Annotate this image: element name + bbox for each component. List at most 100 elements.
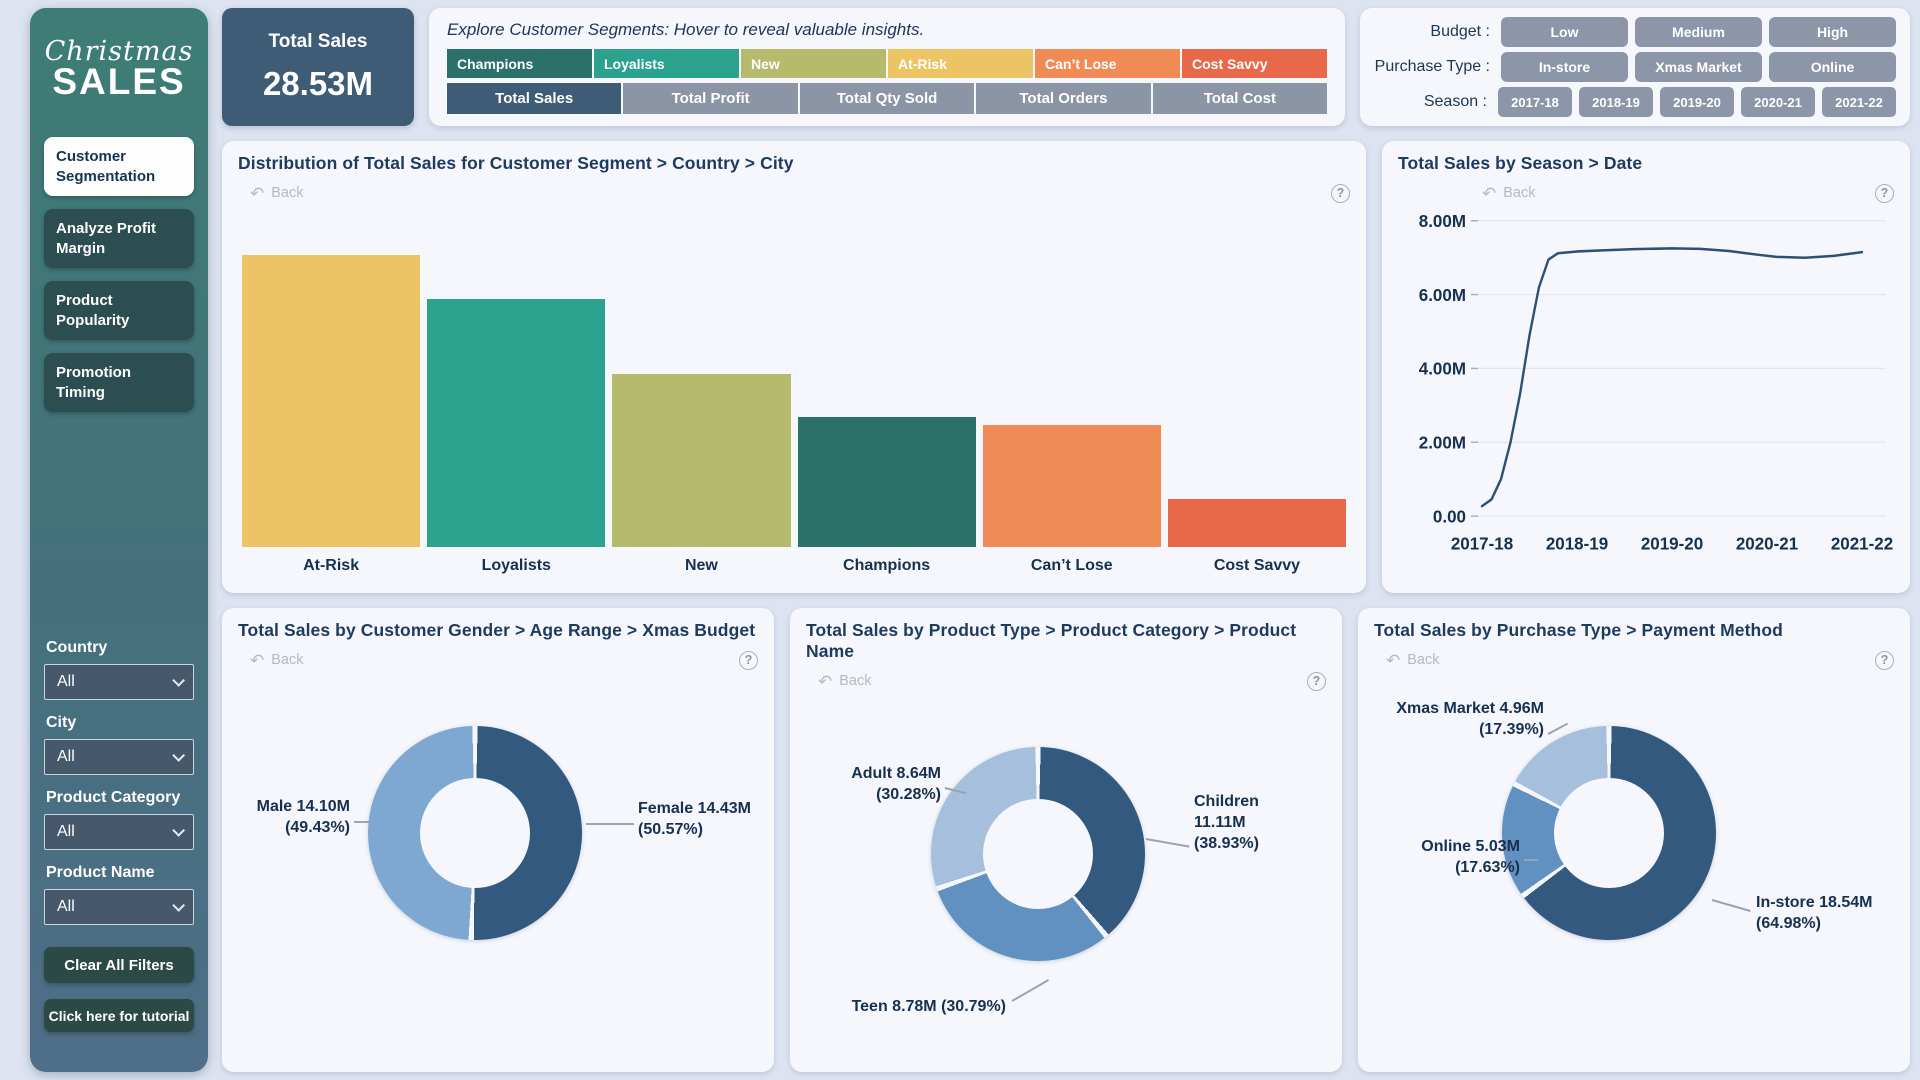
back-label: Back	[1407, 652, 1440, 668]
callout-leader-line	[1145, 838, 1190, 848]
metric-tab-total-sales[interactable]: Total Sales	[447, 83, 622, 114]
chevron-down-icon	[172, 748, 185, 762]
season-2017-18-button[interactable]: 2017-18	[1498, 87, 1572, 117]
metric-tab-total-profit[interactable]: Total Profit	[623, 83, 798, 114]
drill-up-back-button[interactable]: ↶ Back	[1482, 185, 1536, 202]
segment-chip-label: New	[751, 55, 780, 72]
budget-filter-row: Budget : Low Medium High	[1374, 17, 1896, 47]
budget-low-button[interactable]: Low	[1501, 17, 1628, 47]
callout-leader-line	[354, 821, 369, 823]
help-icon[interactable]: ?	[1875, 650, 1894, 670]
season-2020-21-button[interactable]: 2020-21	[1741, 87, 1815, 117]
product-donut-chart[interactable]	[931, 747, 1145, 961]
back-arrow-icon: ↶	[1482, 183, 1497, 203]
nav-customer-segmentation[interactable]: Customer Segmentation	[44, 137, 194, 196]
bar-chart-area: At-Risk Loyalists New Champions Can’t Lose Co…	[238, 204, 1350, 581]
callout-female: Female 14.43M (50.57%)	[638, 800, 751, 838]
callout-leader-line	[1711, 899, 1751, 912]
sidebar: Christmas SALES Customer Segmentation An…	[30, 8, 208, 1072]
budget-medium-button[interactable]: Medium	[1635, 17, 1762, 47]
line-chart-area[interactable]: 0.00 2.00M 4.00M 6.00M 8.00M 2017-18 2018-19 20…	[1398, 204, 1894, 581]
filter-product-category-label: Product Category	[46, 789, 181, 806]
purchase-type-label: Purchase Type :	[1374, 58, 1490, 75]
kpi-value: 28.53M	[262, 65, 374, 102]
filter-country-label: Country	[46, 639, 108, 656]
product-name-dropdown[interactable]: All	[44, 889, 194, 925]
callout-leader-line	[1547, 722, 1568, 735]
metric-tab-total-orders[interactable]: Total Orders	[976, 83, 1151, 114]
bar-champions[interactable]	[797, 417, 976, 547]
gender-donut-chart[interactable]	[368, 726, 582, 940]
charts-row: Distribution of Total Sales for Customer…	[222, 141, 1910, 593]
segment-chip-cost-savvy[interactable]: Cost Savvy	[1182, 49, 1327, 79]
drill-up-back-button[interactable]: ↶ Back	[250, 185, 304, 202]
city-dropdown-value: All	[57, 748, 75, 765]
segment-chip-label: At-Risk	[898, 55, 948, 72]
back-label: Back	[271, 185, 304, 201]
segment-chip-loyalists[interactable]: Loyalists	[594, 49, 739, 79]
segment-selector-card: Explore Customer Segments: Hover to reve…	[429, 8, 1345, 126]
country-dropdown[interactable]: All	[44, 664, 194, 700]
bar-category-label: Champions	[843, 557, 931, 574]
logo-script-text: Christmas	[44, 36, 194, 67]
product-category-dropdown[interactable]: All	[44, 814, 194, 850]
segment-chip-champions[interactable]: Champions	[447, 49, 592, 79]
purchase-xmas-market-button[interactable]: Xmas Market	[1635, 52, 1762, 82]
help-icon[interactable]: ?	[1307, 671, 1326, 691]
bar-loyalists[interactable]	[427, 298, 606, 547]
nav-product-popularity[interactable]: Product Popularity	[44, 281, 194, 340]
back-arrow-icon: ↶	[1386, 650, 1401, 670]
back-label: Back	[271, 652, 304, 668]
line-chart-toolbar: ↶ Back ?	[1398, 182, 1894, 204]
help-icon[interactable]: ?	[1331, 183, 1350, 203]
help-icon[interactable]: ?	[1875, 183, 1894, 203]
metric-tab-total-cost[interactable]: Total Cost	[1152, 83, 1328, 114]
purchase-online-button[interactable]: Online	[1769, 52, 1896, 82]
segment-chip-new[interactable]: New	[741, 49, 886, 79]
purchase-type-filter-row: Purchase Type : In-store Xmas Market Onl…	[1374, 52, 1896, 82]
callout-xmas-market: Xmas Market 4.96M (17.39%)	[1396, 700, 1544, 738]
season-2018-19-button[interactable]: 2018-19	[1579, 87, 1653, 117]
bar-cost-savvy[interactable]	[1167, 498, 1347, 547]
segment-chip-row: Champions Loyalists New At-Risk Can’t Lo…	[447, 49, 1327, 79]
filter-product-category: Product Category All	[44, 779, 194, 850]
back-arrow-icon: ↶	[250, 650, 265, 670]
bar-can-t-lose[interactable]	[982, 425, 1161, 547]
callout-leader-line	[1011, 979, 1049, 1002]
season-2021-22-button[interactable]: 2021-22	[1822, 87, 1896, 117]
segment-chip-cant-lose[interactable]: Can’t Lose	[1035, 49, 1180, 79]
segment-chip-label: Loyalists	[604, 55, 665, 72]
nav-analyze-profit-margin[interactable]: Analyze Profit Margin	[44, 209, 194, 268]
chevron-down-icon	[172, 673, 185, 687]
season-2019-20-button[interactable]: 2019-20	[1660, 87, 1734, 117]
svg-text:8.00M: 8.00M	[1419, 211, 1466, 231]
line-chart-svg: 0.00 2.00M 4.00M 6.00M 8.00M 2017-18 2018-19 20…	[1419, 211, 1893, 554]
bar-new[interactable]	[612, 373, 791, 547]
clear-all-filters-button[interactable]: Clear All Filters	[44, 947, 194, 983]
metric-tab-row: Total Sales Total Profit Total Qty Sold …	[447, 83, 1328, 114]
segment-chip-label: Champions	[457, 55, 534, 72]
callout-instore: In-store 18.54M (64.98%)	[1756, 894, 1873, 932]
metric-tab-total-qty-sold[interactable]: Total Qty Sold	[799, 83, 975, 114]
svg-text:2018-19: 2018-19	[1546, 533, 1609, 553]
city-dropdown[interactable]: All	[44, 739, 194, 775]
segment-chip-at-risk[interactable]: At-Risk	[888, 49, 1033, 79]
logo-caps-text: SALES	[52, 61, 186, 102]
bar-category-label: New	[684, 557, 718, 574]
purchase-donut-chart[interactable]	[1502, 726, 1716, 940]
callout-leader-line	[586, 823, 634, 825]
back-label: Back	[1503, 185, 1536, 201]
drill-up-back-button[interactable]: ↶ Back	[250, 652, 304, 669]
callout-children: Children 11.11M (38.93%)	[1194, 793, 1259, 852]
drill-up-back-button[interactable]: ↶ Back	[818, 673, 872, 690]
tutorial-button[interactable]: Click here for tutorial	[44, 999, 194, 1032]
bar-at-risk[interactable]	[242, 255, 421, 547]
drill-up-back-button[interactable]: ↶ Back	[1386, 652, 1440, 669]
budget-high-button[interactable]: High	[1769, 17, 1896, 47]
callout-teen: Teen 8.78M (30.79%)	[851, 998, 1006, 1015]
kpi-label: Total Sales	[268, 31, 368, 52]
help-icon[interactable]: ?	[739, 650, 758, 670]
purchase-instore-button[interactable]: In-store	[1501, 52, 1628, 82]
nav-promotion-timing[interactable]: Promotion Timing	[44, 353, 194, 412]
